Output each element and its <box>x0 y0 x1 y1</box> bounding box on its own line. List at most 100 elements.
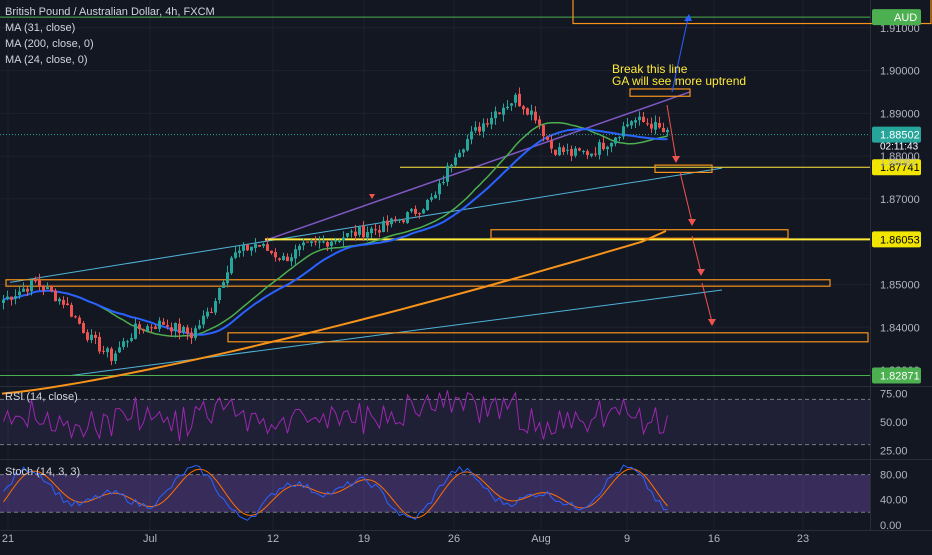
candle-body <box>262 244 265 247</box>
drawings <box>0 0 932 395</box>
arrow-head <box>708 319 716 326</box>
candle-body <box>186 327 189 334</box>
candle-body <box>42 286 45 291</box>
candle-body <box>642 116 645 123</box>
candle-body <box>454 157 457 166</box>
arrow-down-2 <box>679 171 693 223</box>
candle-body <box>14 296 17 299</box>
y-tick-label: 1.85000 <box>880 279 920 291</box>
channel-line <box>264 91 691 242</box>
arrow-down-1 <box>666 104 677 160</box>
candle-body <box>110 348 113 361</box>
candle-body <box>494 111 497 119</box>
candle-body <box>214 301 217 313</box>
rsi-pane-label[interactable]: RSI (14, close) <box>5 391 78 403</box>
study-ma-24[interactable]: MA (24, close, 0) <box>5 54 88 66</box>
candle-body <box>630 121 633 126</box>
study-ma-200[interactable]: MA (200, close, 0) <box>5 38 94 50</box>
candle-body <box>202 315 205 325</box>
candle-body <box>234 252 237 258</box>
candle-body <box>74 316 77 318</box>
candle-body <box>62 299 65 305</box>
candle-body <box>378 230 381 233</box>
candle-body <box>634 120 637 123</box>
candle-body <box>498 112 501 114</box>
grid-lines <box>0 0 870 530</box>
candle-body <box>542 125 545 137</box>
arrow-head <box>688 219 696 226</box>
candle-body <box>438 183 441 195</box>
candle-body <box>174 323 177 332</box>
candle-body <box>142 329 145 331</box>
candle-body <box>602 142 605 150</box>
candle-body <box>298 245 301 251</box>
stoch-k-line <box>3 464 668 521</box>
candle-body <box>342 237 345 241</box>
arrow-head <box>684 14 692 21</box>
candle-body <box>666 129 669 133</box>
candle-body <box>226 272 229 284</box>
candle-body <box>170 327 173 332</box>
annotation-line-2: GA will see more uptrend <box>612 74 746 88</box>
stoch-d-line <box>3 468 668 519</box>
stoch-pane: 80.00 40.00 0.00 <box>0 464 908 532</box>
candle-body <box>22 288 25 292</box>
study-ma-31[interactable]: MA (31, close) <box>5 22 76 34</box>
stoch-pane-label[interactable]: Stoch (14, 3, 3) <box>5 466 81 478</box>
candle-body <box>358 226 361 235</box>
candle-body <box>122 341 125 347</box>
x-tick-label: 12 <box>267 533 279 545</box>
candle-body <box>198 325 201 329</box>
candle-body <box>338 240 341 242</box>
candle-body <box>506 106 509 109</box>
candle-body <box>566 149 569 151</box>
arrow-down-3 <box>691 235 702 273</box>
candle-body <box>130 337 133 341</box>
x-tick-label: Jul <box>143 533 157 545</box>
price-tag-label: 1.88502 <box>880 130 920 142</box>
candle-body <box>222 282 225 288</box>
candle-body <box>210 311 213 313</box>
candle-body <box>654 121 657 130</box>
arrow-head <box>672 156 680 163</box>
y-tick-label: 1.91000 <box>880 23 920 35</box>
candle-body <box>102 350 105 352</box>
supply-demand-zone <box>5 279 831 287</box>
price-tag-label: AUD <box>894 12 917 24</box>
candle-body <box>118 347 121 353</box>
candle-body <box>290 257 293 262</box>
supply-demand-zone <box>490 229 789 239</box>
candle-body <box>238 250 241 254</box>
candle-body <box>530 110 533 115</box>
candle-body <box>610 142 613 147</box>
candle-body <box>94 334 97 338</box>
candle-body <box>294 249 297 259</box>
candle-body <box>6 296 9 300</box>
candle-body <box>586 151 589 156</box>
candle-body <box>414 208 417 214</box>
price-tag <box>872 126 921 143</box>
candle-body <box>194 328 197 338</box>
candle-body <box>406 212 409 223</box>
candle-body <box>374 229 377 231</box>
candle-body <box>218 288 221 301</box>
candle-body <box>98 336 101 352</box>
candle-body <box>334 240 337 242</box>
candle-body <box>178 323 181 333</box>
candle-body <box>386 220 389 226</box>
candle-body <box>574 148 577 156</box>
candle-body <box>646 123 649 125</box>
supply-demand-zone <box>572 0 932 25</box>
candle-body <box>626 124 629 127</box>
candle-body <box>362 225 365 238</box>
candle-body <box>598 142 601 155</box>
symbol-title[interactable]: British Pound / Australian Dollar, 4h, F… <box>5 6 215 18</box>
candle-body <box>330 241 333 246</box>
candle-body <box>422 209 425 214</box>
candle-body <box>286 256 289 262</box>
candle-body <box>470 131 473 140</box>
candle-body <box>582 151 585 153</box>
candle-body <box>526 108 529 115</box>
